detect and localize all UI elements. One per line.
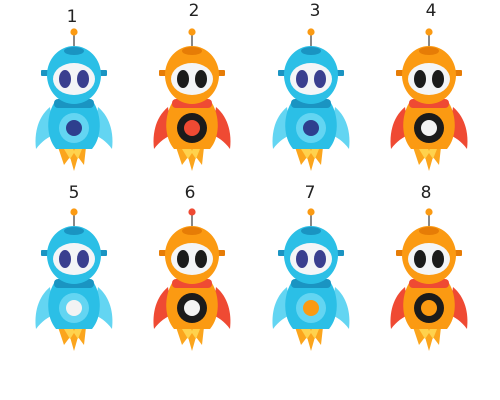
left-ear xyxy=(41,70,48,76)
right-eye xyxy=(195,250,207,268)
right-eye xyxy=(432,70,444,88)
right-ear xyxy=(337,250,344,256)
left-ear xyxy=(396,70,403,76)
robot-number-7: 7 xyxy=(304,183,316,203)
right-ear xyxy=(218,70,225,76)
right-eye xyxy=(77,250,89,268)
left-eye xyxy=(296,250,308,268)
head-top-cap xyxy=(182,47,202,55)
robot-6[interactable] xyxy=(132,205,252,355)
antenna-tip xyxy=(307,208,315,216)
right-ear xyxy=(218,250,225,256)
head-top-cap xyxy=(419,47,439,55)
robot-number-4: 4 xyxy=(425,1,437,21)
head-top-cap xyxy=(301,47,321,55)
right-ear xyxy=(100,70,107,76)
antenna-tip xyxy=(425,28,433,36)
left-eye xyxy=(296,70,308,88)
robot-3[interactable] xyxy=(251,25,371,175)
core-light xyxy=(184,120,200,136)
right-eye xyxy=(77,70,89,88)
core-light xyxy=(303,300,319,316)
antenna-tip xyxy=(307,28,315,36)
core-light xyxy=(184,300,200,316)
left-eye xyxy=(414,70,426,88)
right-eye xyxy=(195,70,207,88)
robot-1[interactable] xyxy=(14,25,134,175)
core-light xyxy=(66,120,82,136)
antenna-tip xyxy=(70,208,78,216)
core-light xyxy=(421,120,437,136)
left-eye xyxy=(59,70,71,88)
right-eye xyxy=(314,70,326,88)
core-light xyxy=(66,300,82,316)
left-eye xyxy=(177,250,189,268)
robot-number-3: 3 xyxy=(309,1,321,21)
robot-number-1: 1 xyxy=(66,7,78,27)
left-ear xyxy=(396,250,403,256)
left-ear xyxy=(278,70,285,76)
robot-number-5: 5 xyxy=(68,183,80,203)
head-top-cap xyxy=(64,47,84,55)
antenna-tip xyxy=(188,28,196,36)
left-ear xyxy=(278,250,285,256)
antenna-tip xyxy=(70,28,78,36)
right-eye xyxy=(432,250,444,268)
robot-number-8: 8 xyxy=(420,183,432,203)
left-ear xyxy=(159,250,166,256)
right-ear xyxy=(455,70,462,76)
right-ear xyxy=(337,70,344,76)
left-ear xyxy=(159,70,166,76)
right-ear xyxy=(455,250,462,256)
antenna-tip xyxy=(188,208,196,216)
robot-5[interactable] xyxy=(14,205,134,355)
robot-2[interactable] xyxy=(132,25,252,175)
left-ear xyxy=(41,250,48,256)
core-light xyxy=(303,120,319,136)
robot-number-2: 2 xyxy=(188,1,200,21)
robot-number-6: 6 xyxy=(184,183,196,203)
robot-8[interactable] xyxy=(369,205,489,355)
robot-7[interactable] xyxy=(251,205,371,355)
right-ear xyxy=(100,250,107,256)
head-top-cap xyxy=(64,227,84,235)
antenna-tip xyxy=(425,208,433,216)
left-eye xyxy=(59,250,71,268)
left-eye xyxy=(414,250,426,268)
right-eye xyxy=(314,250,326,268)
core-light xyxy=(421,300,437,316)
head-top-cap xyxy=(419,227,439,235)
head-top-cap xyxy=(182,227,202,235)
left-eye xyxy=(177,70,189,88)
robot-4[interactable] xyxy=(369,25,489,175)
head-top-cap xyxy=(301,227,321,235)
